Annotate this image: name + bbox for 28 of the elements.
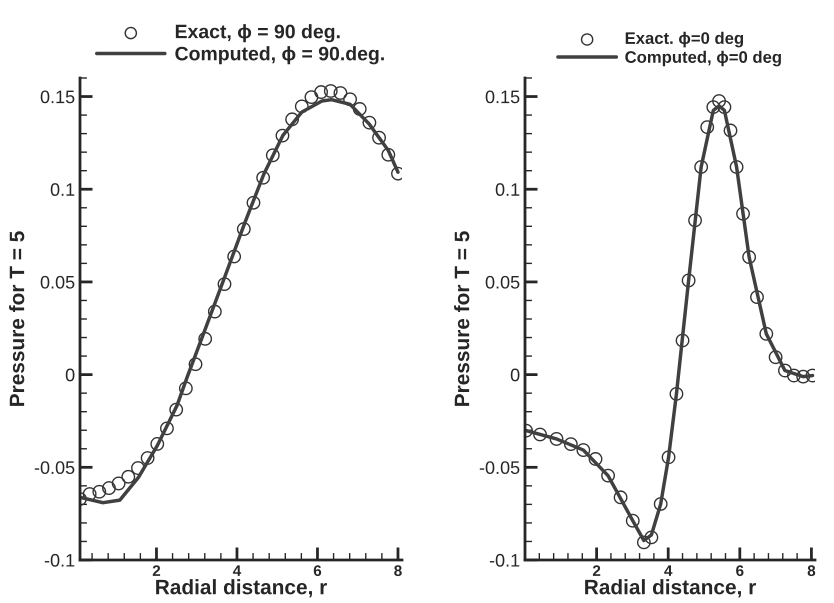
y-tick-label: 0.1 [496, 183, 520, 196]
x-axis-title: Radial distance, r [585, 579, 756, 598]
x-axis-title: Radial distance, r [156, 579, 327, 598]
x-tick-label: 4 [232, 565, 242, 576]
y-tick-label: -0.05 [480, 461, 520, 474]
x-tick-label: 8 [808, 565, 816, 576]
y-tick-label: 0 [510, 368, 520, 382]
y-tick-label: 0.05 [486, 276, 520, 289]
legend-label: Exact. ϕ=0 deg [626, 32, 744, 48]
x-tick-label: 6 [736, 565, 744, 576]
y-tick-label: -0.1 [44, 554, 74, 567]
y-tick-label: 0.05 [40, 276, 74, 289]
legend-label: Exact, ϕ = 90 deg. [176, 24, 340, 42]
legend-label: Computed, ϕ = 90.deg. [175, 46, 384, 64]
legend-label: Computed, ϕ=0 deg [625, 50, 781, 66]
y-tick-label: 0 [66, 368, 74, 382]
y-tick-label: -0.1 [490, 554, 520, 567]
y-tick-label: 0.1 [50, 183, 74, 196]
x-tick-label: 2 [152, 565, 160, 576]
x-tick-label: 8 [394, 565, 402, 576]
x-tick-label: 2 [592, 565, 600, 576]
y-tick-label: 0.15 [486, 90, 520, 104]
x-tick-label: 4 [664, 565, 672, 576]
y-axis-title: Pressure for T = 5 [454, 231, 470, 406]
y-tick-label: -0.05 [34, 461, 74, 474]
y-axis-title: Pressure for T = 5 [9, 231, 24, 406]
x-tick-label: 6 [314, 565, 322, 576]
y-tick-label: 0.15 [40, 90, 74, 104]
